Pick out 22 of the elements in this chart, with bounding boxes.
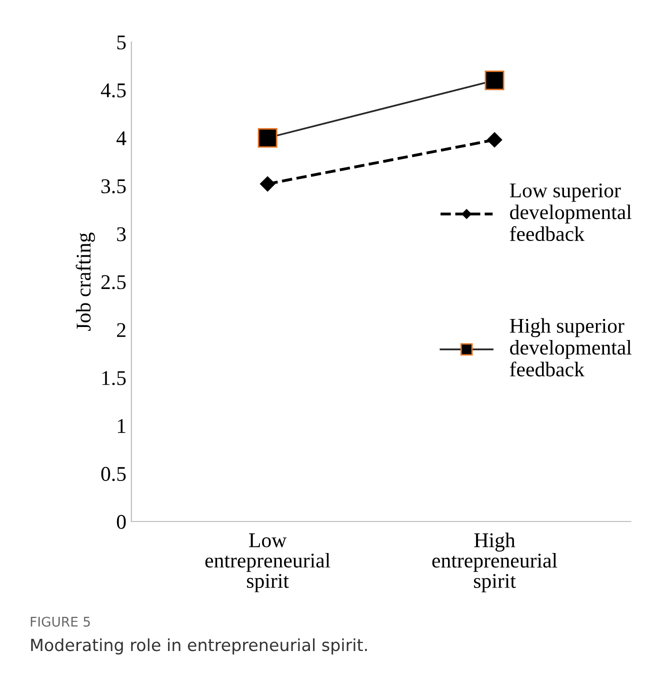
y-tick-label: 0	[116, 514, 126, 529]
y-tick-label: 0.5	[101, 466, 126, 482]
x-tick-label: High entrepreneurial spirit	[432, 532, 558, 592]
y-tick-label: 1.5	[102, 371, 126, 386]
x-tick-label: Low entrepreneurial spirit	[205, 533, 330, 592]
y-tick-label: 5	[117, 36, 126, 50]
y-tick-label: 2.5	[101, 275, 126, 290]
text: Moderating role in entrepreneurial spirit.	[31, 638, 367, 654]
point	[486, 132, 502, 148]
y-tick-label: 2	[117, 323, 126, 337]
point	[258, 128, 278, 148]
point	[260, 176, 276, 192]
y-tick-label: 1	[118, 419, 126, 433]
y-axis-title: Job crafting	[76, 232, 95, 331]
legend-label: High superior developmental feedback	[510, 318, 632, 376]
y-tick-label: 3	[117, 227, 126, 242]
y-tick-label: 3.5	[101, 179, 126, 194]
y-tick-label: 4	[116, 131, 126, 146]
y-tick-label: 4.5	[100, 83, 126, 98]
legend-label: Low superior developmental feedback	[510, 183, 632, 242]
point	[484, 70, 504, 90]
caption: FIGURE 5	[30, 616, 90, 627]
